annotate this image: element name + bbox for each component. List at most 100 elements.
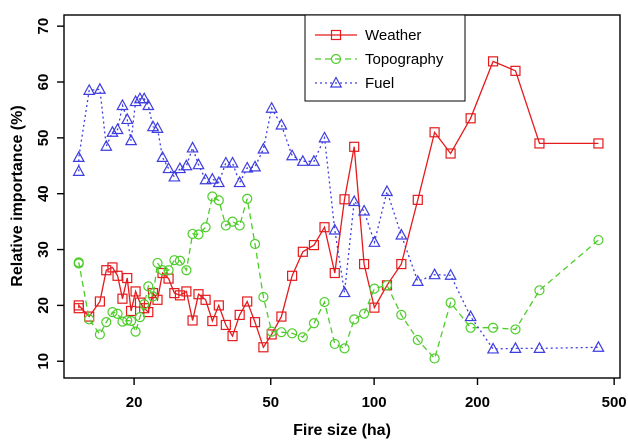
data-point-topography	[487, 322, 499, 333]
y-axis: 10 20 30 40 50 60 70	[35, 18, 64, 370]
data-point-weather	[287, 270, 298, 281]
data-point-topography	[139, 299, 150, 310]
legend-label-fuel: Fuel	[365, 75, 394, 92]
data-point-topography	[112, 308, 123, 319]
legend-label-weather: Weather	[365, 27, 421, 44]
data-point-fuel	[380, 184, 394, 197]
y-tick-label: 10	[35, 353, 52, 370]
data-point-fuel	[257, 142, 270, 154]
data-point-weather	[130, 286, 141, 297]
legend-marker-topography	[330, 53, 342, 65]
series-weather	[73, 56, 604, 353]
data-point-weather	[207, 315, 218, 327]
data-point-fuel	[285, 148, 299, 161]
data-point-weather	[227, 331, 238, 342]
data-point-topography	[412, 334, 423, 346]
data-point-topography	[152, 257, 163, 269]
data-point-fuel	[444, 268, 457, 280]
data-point-topography	[445, 297, 456, 308]
data-point-fuel	[180, 159, 193, 171]
x-tick-label: 100	[362, 394, 387, 411]
x-tick-label: 500	[602, 394, 627, 411]
x-axis: 20 50 100 200 500	[126, 378, 627, 411]
data-point-weather	[349, 141, 360, 152]
y-tick-label: 20	[35, 297, 52, 314]
data-point-fuel	[168, 170, 181, 182]
data-point-topography	[174, 255, 186, 266]
data-point-weather	[220, 319, 231, 331]
data-point-fuel	[338, 285, 351, 298]
data-point-fuel	[347, 194, 361, 207]
data-point-weather	[534, 138, 545, 149]
data-point-weather	[429, 127, 440, 138]
data-point-weather	[319, 222, 330, 233]
data-point-topography	[258, 291, 269, 303]
series-line-weather	[78, 60, 599, 349]
data-point-weather	[396, 258, 407, 270]
legend: Weather Topography Fuel	[304, 14, 466, 102]
data-point-fuel	[357, 204, 371, 216]
data-point-fuel	[318, 131, 331, 143]
data-point-topography	[193, 229, 204, 240]
data-point-topography	[429, 353, 440, 364]
data-point-topography	[276, 327, 287, 338]
data-point-weather	[510, 65, 521, 76]
data-point-fuel	[233, 175, 246, 188]
data-point-fuel	[124, 133, 138, 146]
data-point-fuel	[212, 175, 226, 188]
data-point-topography	[369, 283, 380, 294]
data-point-topography	[266, 326, 277, 337]
data-point-weather	[125, 305, 137, 317]
data-point-topography	[213, 195, 224, 206]
data-point-fuel	[509, 341, 522, 354]
data-point-topography	[163, 265, 174, 276]
y-tick-label: 40	[35, 185, 52, 202]
data-point-weather	[143, 307, 154, 318]
data-point-weather	[487, 56, 499, 67]
data-point-fuel	[192, 157, 205, 170]
data-point-topography	[157, 265, 168, 276]
data-point-topography	[169, 255, 180, 266]
data-point-topography	[329, 338, 340, 350]
data-point-fuel	[186, 141, 199, 153]
y-tick-label: 30	[35, 241, 52, 258]
data-point-weather	[249, 317, 261, 328]
data-point-fuel	[265, 101, 278, 113]
data-point-fuel	[151, 121, 164, 133]
data-point-weather	[369, 302, 380, 313]
series-topography	[73, 191, 604, 364]
data-point-fuel	[395, 228, 408, 240]
data-point-topography	[308, 318, 320, 329]
data-point-topography	[287, 328, 298, 339]
data-point-weather	[200, 294, 211, 305]
legend-items: Weather Topography Fuel	[315, 27, 444, 92]
data-point-fuel	[219, 156, 233, 168]
data-point-weather	[117, 293, 128, 304]
data-point-topography	[381, 280, 393, 291]
data-point-fuel	[296, 154, 310, 166]
data-point-topography	[534, 285, 545, 296]
data-point-fuel	[146, 119, 160, 132]
data-point-fuel	[82, 83, 96, 95]
data-point-topography	[107, 307, 118, 318]
data-point-weather	[242, 296, 253, 307]
data-point-topography	[187, 228, 198, 240]
x-tick-label: 50	[262, 394, 279, 411]
data-point-weather	[122, 272, 133, 284]
data-point-topography	[143, 281, 154, 292]
data-point-topography	[319, 296, 330, 308]
data-point-fuel	[129, 94, 142, 107]
data-point-weather	[276, 311, 287, 322]
data-point-weather	[329, 267, 340, 279]
data-point-topography	[122, 315, 133, 326]
data-point-weather	[339, 194, 350, 205]
data-point-weather	[445, 148, 456, 159]
data-point-weather	[308, 239, 320, 251]
data-point-weather	[94, 296, 105, 307]
data-point-fuel	[206, 172, 219, 184]
data-point-topography	[200, 222, 211, 233]
data-point-weather	[112, 270, 123, 281]
data-point-weather	[73, 300, 84, 311]
series-fuel	[72, 82, 605, 354]
data-point-fuel	[142, 98, 155, 111]
